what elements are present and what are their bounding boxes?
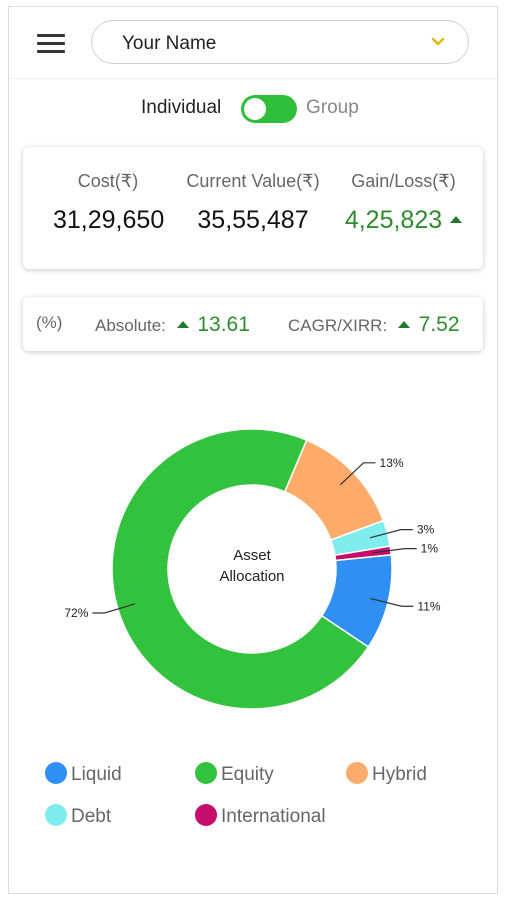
slice-label-international: 1% (421, 542, 439, 556)
chart-legend: Liquid Equity Hybrid Debt International (9, 759, 499, 839)
leader-line (339, 462, 376, 486)
gain-loss-column: Gain/Loss(₹) 4,25,823 (341, 171, 466, 235)
cagr-return: CAGR/XIRR: 7.52 (288, 313, 460, 337)
cagr-label: CAGR/XIRR: (288, 316, 388, 335)
returns-card: (%) Absolute: 13.61 CAGR/XIRR: 7.52 (23, 297, 483, 351)
legend-label: Debt (71, 806, 112, 828)
gain-loss-value: 4,25,823 (344, 206, 443, 234)
legend-item-debt[interactable]: Debt (45, 804, 112, 828)
group-label[interactable]: Group (306, 97, 359, 118)
legend-swatch (346, 762, 368, 784)
donut-slice-liquid[interactable] (320, 554, 393, 648)
absolute-return: Absolute: 13.61 (95, 313, 250, 337)
legend-swatch (45, 762, 67, 784)
donut-chart-svg: 72% 13% 3% 1% 11% Asset Allocation (64, 428, 441, 710)
legend-label: Hybrid (372, 764, 427, 786)
user-name-value: Your Name (122, 33, 217, 54)
app-frame: Your Name Individual Group Cost(₹) 31,29… (8, 6, 499, 894)
chart-title-line2: Allocation (219, 568, 284, 585)
asset-allocation-chart: 72% 13% 3% 1% 11% Asset Allocation (9, 387, 499, 747)
cost-column: Cost(₹) 31,29,650 (53, 171, 165, 235)
hamburger-icon[interactable] (37, 34, 65, 54)
up-arrow-icon (397, 321, 410, 329)
individual-group-toggle[interactable] (241, 95, 297, 123)
legend-item-hybrid[interactable]: Hybrid (346, 762, 427, 786)
leader-line (370, 597, 414, 607)
toggle-knob (244, 98, 266, 120)
cagr-value: 7.52 (418, 313, 460, 336)
legend-swatch (45, 804, 67, 826)
absolute-value: 13.61 (197, 313, 250, 336)
individual-label[interactable]: Individual (141, 97, 222, 118)
up-arrow-icon (450, 215, 463, 223)
portfolio-summary-card: Cost(₹) 31,29,650 Current Value(₹) 35,55… (23, 147, 483, 269)
percent-unit-label: (%) (36, 313, 63, 332)
donut-slice-equity[interactable] (111, 428, 370, 710)
cost-label: Cost(₹) (77, 171, 139, 191)
legend-swatch (195, 804, 217, 826)
slice-label-debt: 3% (417, 523, 435, 537)
chart-title-line1: Asset (233, 547, 271, 564)
leader-line (372, 548, 417, 554)
legend-item-liquid[interactable]: Liquid (45, 762, 122, 786)
absolute-label: Absolute: (95, 316, 166, 335)
legend-item-international[interactable]: International (195, 804, 326, 828)
up-arrow-icon (176, 321, 189, 329)
slice-label-hybrid: 13% (380, 456, 404, 470)
legend-label: Liquid (71, 764, 122, 786)
legend-swatch (195, 762, 217, 784)
donut-slice-hybrid[interactable] (283, 439, 385, 541)
current-value: 35,55,487 (197, 206, 309, 234)
legend-label: Equity (221, 764, 274, 786)
current-value-column: Current Value(₹) 35,55,487 (178, 171, 328, 235)
legend-item-equity[interactable]: Equity (195, 762, 274, 786)
cost-value: 31,29,650 (53, 206, 165, 234)
legend-label: International (221, 806, 326, 828)
gain-loss-row: 4,25,823 (341, 206, 466, 235)
view-toggle-row: Individual Group (9, 91, 499, 127)
top-bar: Your Name (9, 7, 499, 79)
user-name-dropdown[interactable]: Your Name (91, 20, 469, 64)
slice-label-equity: 72% (64, 606, 88, 620)
chevron-down-icon (431, 37, 445, 46)
gain-loss-label: Gain/Loss(₹) (351, 171, 456, 191)
leader-line (369, 529, 413, 539)
current-value-label: Current Value(₹) (186, 171, 320, 191)
slice-label-liquid: 11% (417, 599, 440, 613)
leader-line (92, 603, 136, 614)
